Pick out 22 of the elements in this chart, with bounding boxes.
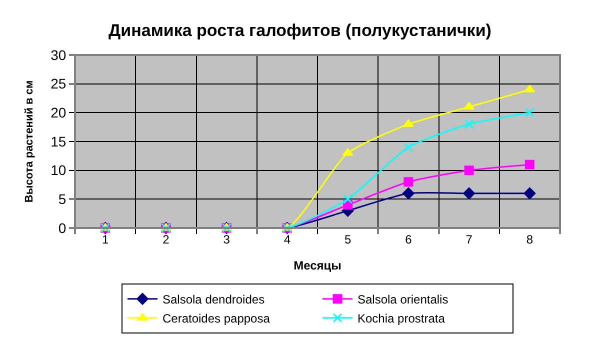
y-tick-label: 20 bbox=[50, 104, 66, 121]
y-tick-label: 5 bbox=[58, 191, 66, 208]
x-tick-label: 8 bbox=[526, 232, 534, 246]
y-tick-label: 0 bbox=[58, 220, 66, 236]
x-tick-label: 6 bbox=[405, 232, 412, 246]
y-axis-title: Высота растений в см bbox=[23, 80, 36, 203]
legend-label: Kochia prostrata bbox=[358, 312, 446, 326]
legend-label: Salsola dendroides bbox=[162, 292, 265, 307]
x-tick-label: 2 bbox=[162, 232, 170, 246]
y-tick-label: 25 bbox=[50, 76, 66, 92]
x-tick-label: 1 bbox=[102, 232, 109, 246]
x-tick-label: 5 bbox=[344, 232, 352, 246]
x-tick-label: 4 bbox=[284, 232, 291, 246]
x-tick-label: 3 bbox=[223, 232, 230, 246]
chart-title: Динамика роста галофитов (полукустанички) bbox=[108, 21, 492, 40]
legend-label: Ceratoides papposa bbox=[162, 312, 270, 326]
y-tick-label: 15 bbox=[50, 133, 66, 150]
legend-label: Salsola orientalis bbox=[358, 292, 448, 307]
y-tick-label: 30 bbox=[50, 46, 66, 63]
y-tick-label: 10 bbox=[50, 162, 66, 178]
x-tick-label: 7 bbox=[466, 232, 473, 246]
x-axis-title: Месяцы bbox=[294, 258, 342, 272]
